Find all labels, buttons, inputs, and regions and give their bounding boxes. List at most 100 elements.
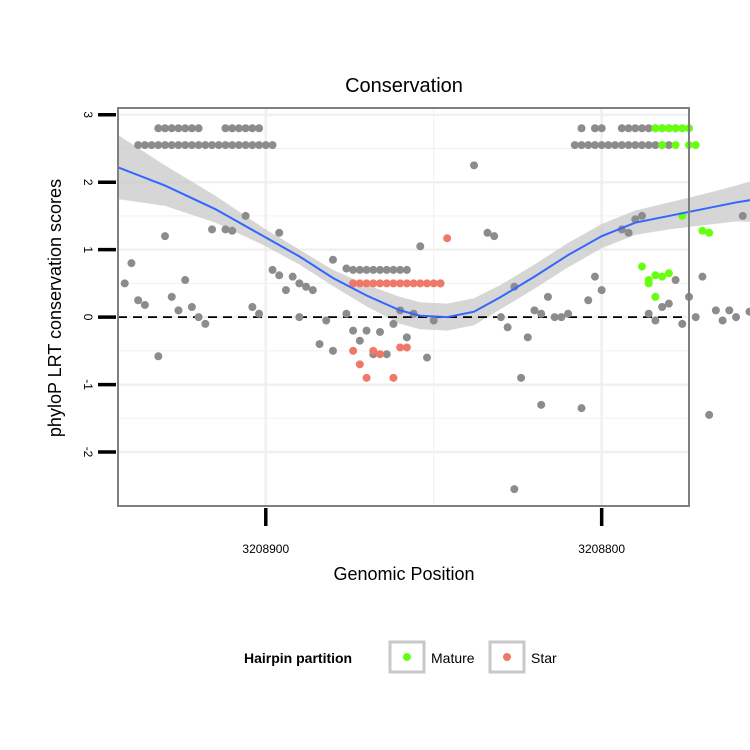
point-other <box>543 292 552 301</box>
point-other <box>490 232 499 241</box>
point-star <box>355 279 364 288</box>
point-star <box>362 279 371 288</box>
point-other <box>644 124 653 133</box>
point-other <box>375 327 384 336</box>
point-other <box>389 319 398 328</box>
point-other <box>288 272 297 281</box>
x-axis-label: Genomic Position <box>333 564 474 584</box>
point-other <box>523 333 532 342</box>
point-other <box>470 161 479 170</box>
point-star <box>362 373 371 382</box>
point-other <box>275 228 284 237</box>
point-other <box>140 300 149 309</box>
point-star <box>389 279 398 288</box>
point-other <box>503 323 512 332</box>
point-other <box>429 316 438 325</box>
legend-marker-mature <box>403 653 411 661</box>
point-other <box>228 124 237 133</box>
legend-label-mature: Mature <box>431 650 475 666</box>
point-other <box>275 271 284 280</box>
point-other <box>637 211 646 220</box>
point-mature <box>651 292 660 301</box>
chart-title: Conservation <box>345 75 463 97</box>
point-other <box>328 346 337 355</box>
point-other <box>349 326 358 335</box>
y-tick-label: 1 <box>81 246 95 253</box>
point-other <box>597 124 606 133</box>
point-other <box>624 141 633 150</box>
point-other <box>187 141 196 150</box>
point-other <box>248 303 257 311</box>
point-other <box>221 225 230 234</box>
point-other <box>241 124 250 133</box>
point-mature <box>664 124 673 133</box>
legend-marker-star <box>503 653 511 661</box>
y-axis: -2 -1 0 1 2 3 <box>81 111 116 458</box>
point-other <box>382 265 391 274</box>
point-other <box>241 211 250 220</box>
point-other <box>651 316 660 325</box>
point-other <box>691 313 700 322</box>
point-other <box>295 279 304 288</box>
x-axis: 3208900 3208800 <box>242 508 625 556</box>
point-other <box>255 141 264 150</box>
point-other <box>530 306 539 315</box>
legend-label-star: Star <box>531 650 557 666</box>
point-other <box>161 141 170 150</box>
point-other <box>537 400 546 409</box>
point-other <box>342 309 351 318</box>
point-other <box>208 225 217 234</box>
point-other <box>711 306 720 315</box>
point-other <box>161 124 170 133</box>
point-star <box>402 343 411 352</box>
point-mature <box>658 141 667 150</box>
point-other <box>214 141 223 150</box>
point-other <box>671 276 680 285</box>
point-other <box>611 141 620 150</box>
point-other <box>637 124 646 133</box>
point-other <box>483 228 492 237</box>
point-other <box>355 265 364 274</box>
point-other <box>161 232 170 241</box>
point-other <box>221 124 230 133</box>
point-other <box>120 279 129 288</box>
point-mature <box>658 124 667 133</box>
point-other <box>718 316 727 325</box>
point-other <box>268 265 277 274</box>
x-tick-label: 3208900 <box>242 542 289 556</box>
points-mature <box>637 124 714 301</box>
point-other <box>187 124 196 133</box>
point-other <box>201 319 210 328</box>
point-other <box>402 333 411 342</box>
point-other <box>281 286 290 295</box>
point-star <box>375 350 384 359</box>
point-other <box>732 313 741 322</box>
point-mature <box>691 141 700 150</box>
point-other <box>590 141 599 150</box>
point-other <box>577 404 586 413</box>
plot-panel <box>117 107 750 507</box>
point-other <box>644 309 653 318</box>
point-other <box>564 309 573 318</box>
point-other <box>624 124 633 133</box>
point-other <box>396 265 405 274</box>
point-other <box>255 309 264 318</box>
point-other <box>241 141 250 150</box>
point-other <box>208 141 217 150</box>
point-star <box>375 279 384 288</box>
point-other <box>328 255 337 264</box>
point-other <box>590 124 599 133</box>
point-other <box>349 265 358 274</box>
y-tick-label: 2 <box>81 179 95 186</box>
point-other <box>261 141 270 150</box>
point-other <box>362 326 371 335</box>
point-other <box>315 340 324 349</box>
point-other <box>651 141 660 150</box>
point-other <box>221 141 230 150</box>
smooth-line <box>117 166 750 319</box>
y-tick-label: -2 <box>81 447 95 458</box>
point-star <box>409 279 418 288</box>
point-mature <box>651 124 660 133</box>
point-other <box>248 141 257 150</box>
point-other <box>416 242 425 251</box>
